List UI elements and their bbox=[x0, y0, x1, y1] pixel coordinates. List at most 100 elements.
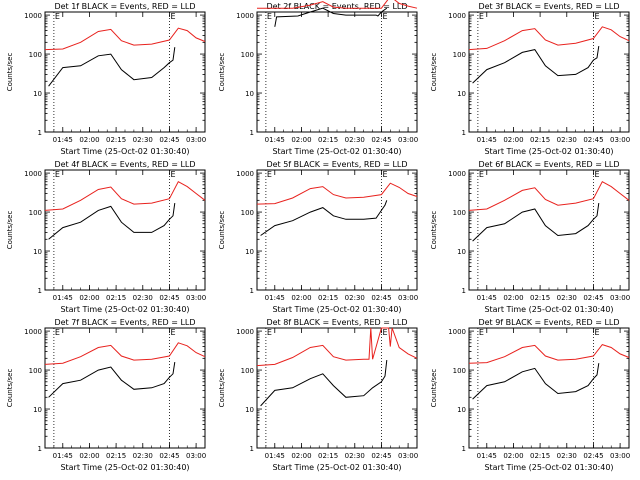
x-tick-label: 02:15 bbox=[106, 452, 126, 460]
x-tick-label: 02:30 bbox=[345, 452, 365, 460]
events-series-line bbox=[260, 200, 388, 236]
events-series-line bbox=[48, 362, 176, 398]
panel-title: Det 1f BLACK = Events, RED = LLD bbox=[54, 2, 195, 11]
x-tick-label: 02:30 bbox=[133, 136, 153, 144]
y-tick-label: 1 bbox=[250, 129, 254, 137]
x-tick-label: 02:45 bbox=[159, 294, 179, 302]
panel-title: Det 3f BLACK = Events, RED = LLD bbox=[478, 2, 619, 11]
panel-title: Det 8f BLACK = Events, RED = LLD bbox=[266, 318, 407, 327]
y-tick-label: 100 bbox=[241, 209, 254, 217]
x-tick-label: 03:00 bbox=[186, 136, 206, 144]
x-tick-label: 02:30 bbox=[345, 136, 365, 144]
marker-bracket: E bbox=[594, 12, 599, 21]
x-tick-label: 02:30 bbox=[345, 294, 365, 302]
y-tick-label: 10 bbox=[245, 406, 254, 414]
x-tick-label: 02:15 bbox=[530, 294, 550, 302]
detector-panel: Det 3f BLACK = Events, RED = LLD Start Ti… bbox=[430, 2, 630, 156]
events-series-line bbox=[274, 7, 388, 27]
plot-frame bbox=[468, 169, 630, 291]
x-tick-label: 02:15 bbox=[106, 294, 126, 302]
x-tick-label: 02:30 bbox=[557, 452, 577, 460]
lld-series-line bbox=[44, 342, 206, 365]
events-series-line bbox=[472, 203, 600, 242]
detector-panel: Det 8f BLACK = Events, RED = LLD Start Ti… bbox=[218, 318, 418, 472]
x-axis-label: Start Time (25-Oct-02 01:30:40) bbox=[484, 305, 613, 314]
detector-panel: Det 4f BLACK = Events, RED = LLD Start Ti… bbox=[6, 160, 206, 314]
x-axis-label: Start Time (25-Oct-02 01:30:40) bbox=[60, 305, 189, 314]
y-tick-label: 100 bbox=[29, 209, 42, 217]
y-tick-label: 1 bbox=[250, 287, 254, 295]
y-tick-label: 1000 bbox=[24, 170, 42, 178]
y-tick-label: 1000 bbox=[236, 328, 254, 336]
y-tick-label: 100 bbox=[453, 51, 466, 59]
y-tick-label: 100 bbox=[29, 367, 42, 375]
y-tick-label: 100 bbox=[453, 209, 466, 217]
x-tick-label: 03:00 bbox=[398, 136, 418, 144]
x-tick-label: 02:45 bbox=[159, 136, 179, 144]
detector-panel: Det 9f BLACK = Events, RED = LLD Start Ti… bbox=[430, 318, 630, 472]
detector-panel: Det 5f BLACK = Events, RED = LLD Start Ti… bbox=[218, 160, 418, 314]
y-axis-label: Counts/sec bbox=[218, 211, 226, 250]
x-tick-label: 02:15 bbox=[318, 294, 338, 302]
y-tick-label: 10 bbox=[457, 406, 466, 414]
marker-bracket: E bbox=[267, 12, 272, 21]
y-tick-label: 100 bbox=[453, 367, 466, 375]
events-series-line bbox=[260, 360, 388, 407]
x-tick-label: 03:00 bbox=[398, 294, 418, 302]
events-series-line bbox=[472, 46, 600, 84]
marker-bracket: E bbox=[55, 170, 60, 179]
x-tick-label: 02:45 bbox=[583, 294, 603, 302]
x-tick-label: 01:45 bbox=[53, 136, 73, 144]
y-tick-label: 1 bbox=[462, 287, 466, 295]
x-axis-label: Start Time (25-Oct-02 01:30:40) bbox=[484, 463, 613, 472]
y-tick-label: 1000 bbox=[448, 170, 466, 178]
marker-bracket: E bbox=[479, 170, 484, 179]
panel-title: Det 4f BLACK = Events, RED = LLD bbox=[54, 160, 195, 169]
y-tick-label: 1000 bbox=[448, 12, 466, 20]
x-tick-label: 02:00 bbox=[291, 294, 311, 302]
y-tick-label: 10 bbox=[457, 248, 466, 256]
x-tick-label: 02:45 bbox=[583, 136, 603, 144]
marker-bracket: E bbox=[267, 170, 272, 179]
y-tick-label: 10 bbox=[245, 90, 254, 98]
plot-frame bbox=[256, 327, 418, 449]
detector-panel: Det 7f BLACK = Events, RED = LLD Start Ti… bbox=[6, 318, 206, 472]
lld-series-line bbox=[44, 181, 206, 211]
panel-title: Det 7f BLACK = Events, RED = LLD bbox=[54, 318, 195, 327]
x-tick-label: 01:45 bbox=[265, 452, 285, 460]
x-tick-label: 01:45 bbox=[265, 136, 285, 144]
y-tick-label: 100 bbox=[241, 367, 254, 375]
lld-series-line bbox=[256, 182, 418, 205]
x-tick-label: 02:30 bbox=[557, 294, 577, 302]
x-tick-label: 02:00 bbox=[79, 294, 99, 302]
x-tick-label: 02:15 bbox=[318, 136, 338, 144]
x-tick-label: 03:00 bbox=[186, 452, 206, 460]
plot-frame bbox=[44, 327, 206, 449]
y-axis-label: Counts/sec bbox=[430, 211, 438, 250]
x-tick-label: 02:00 bbox=[79, 452, 99, 460]
x-tick-label: 01:45 bbox=[265, 294, 285, 302]
x-axis-label: Start Time (25-Oct-02 01:30:40) bbox=[484, 147, 613, 156]
x-tick-label: 01:45 bbox=[53, 452, 73, 460]
y-tick-label: 1 bbox=[462, 445, 466, 453]
marker-bracket: E bbox=[55, 12, 60, 21]
x-tick-label: 03:00 bbox=[610, 294, 630, 302]
x-tick-label: 02:15 bbox=[106, 136, 126, 144]
marker-bracket: E bbox=[594, 328, 599, 337]
marker-bracket: E bbox=[382, 170, 387, 179]
x-tick-label: 02:45 bbox=[159, 452, 179, 460]
marker-bracket: E bbox=[170, 12, 175, 21]
x-tick-label: 02:00 bbox=[503, 294, 523, 302]
y-tick-label: 10 bbox=[33, 90, 42, 98]
y-tick-label: 10 bbox=[33, 406, 42, 414]
y-tick-label: 1 bbox=[38, 445, 42, 453]
x-tick-label: 01:45 bbox=[477, 294, 497, 302]
events-series-line bbox=[472, 363, 600, 400]
x-tick-label: 01:45 bbox=[477, 452, 497, 460]
marker-bracket: E bbox=[170, 328, 175, 337]
marker-bracket: E bbox=[55, 328, 60, 337]
marker-bracket: E bbox=[479, 328, 484, 337]
x-tick-label: 02:30 bbox=[557, 136, 577, 144]
detector-panel: Det 1f BLACK = Events, RED = LLD Start Ti… bbox=[6, 2, 206, 156]
x-axis-label: Start Time (25-Oct-02 01:30:40) bbox=[272, 463, 401, 472]
